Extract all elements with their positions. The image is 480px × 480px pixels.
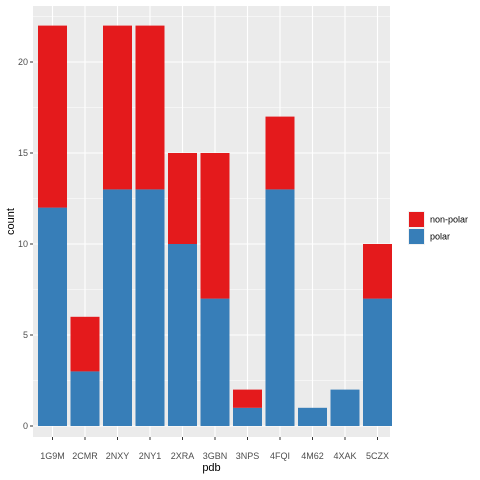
y-axis-title: count [5, 208, 17, 235]
bar-non-polar-2XRA [168, 153, 197, 244]
bar-non-polar-3GBN [200, 153, 230, 299]
y-axis: 0 5 10 15 20 [18, 57, 33, 431]
x-tick-label: 4XAK [333, 451, 356, 461]
y-tick-label: 20 [18, 57, 28, 67]
bar-polar-2CMR [70, 371, 100, 426]
bar-non-polar-5CZX [363, 244, 392, 299]
bar-non-polar-4FQI [265, 116, 295, 190]
x-axis-title: pdb [202, 462, 220, 474]
y-tick-label: 0 [23, 421, 28, 431]
bar-polar-5CZX [363, 298, 392, 426]
x-tick-label: 1G9M [40, 451, 65, 461]
legend-label-polar: polar [430, 232, 450, 242]
bar-polar-3GBN [200, 298, 230, 426]
bar-polar-4FQI [265, 189, 295, 426]
x-tick-label: 3NPS [236, 451, 260, 461]
legend-label-non-polar: non-polar [430, 215, 468, 225]
bar-non-polar-2CMR [70, 316, 100, 372]
bar-polar-3NPS [233, 407, 262, 426]
x-tick-label: 2NY1 [139, 451, 162, 461]
x-tick-label: 2CMR [72, 451, 98, 461]
legend-key-non-polar [409, 212, 424, 227]
bar-polar-2NY1 [135, 189, 165, 426]
bars [38, 25, 392, 426]
legend-key-polar [409, 229, 424, 244]
bar-non-polar-3NPS [233, 389, 262, 408]
x-tick-label: 2XRA [171, 451, 195, 461]
y-tick-label: 15 [18, 148, 28, 158]
bar-non-polar-1G9M [38, 25, 67, 208]
bar-non-polar-2NY1 [135, 25, 165, 190]
x-tick-label: 4FQI [270, 451, 290, 461]
bar-polar-4M62 [298, 407, 327, 426]
x-tick-label: 4M62 [301, 451, 324, 461]
x-tick-label: 5CZX [366, 451, 389, 461]
bar-polar-4XAK [330, 389, 360, 426]
bar-non-polar-2NXY [103, 25, 132, 190]
x-tick-label: 3GBN [203, 451, 228, 461]
bar-polar-2NXY [103, 189, 132, 426]
bar-polar-1G9M [38, 207, 67, 426]
x-axis: 1G9M 2CMR 2NXY 2NY1 2XRA 3GBN 3NPS 4FQI 4M62 4XAK… [40, 437, 389, 461]
y-tick-label: 5 [23, 330, 28, 340]
x-tick-label: 2NXY [106, 451, 130, 461]
bar-polar-2XRA [168, 244, 197, 426]
y-tick-label: 10 [18, 239, 28, 249]
legend: non-polar polar [408, 211, 468, 245]
